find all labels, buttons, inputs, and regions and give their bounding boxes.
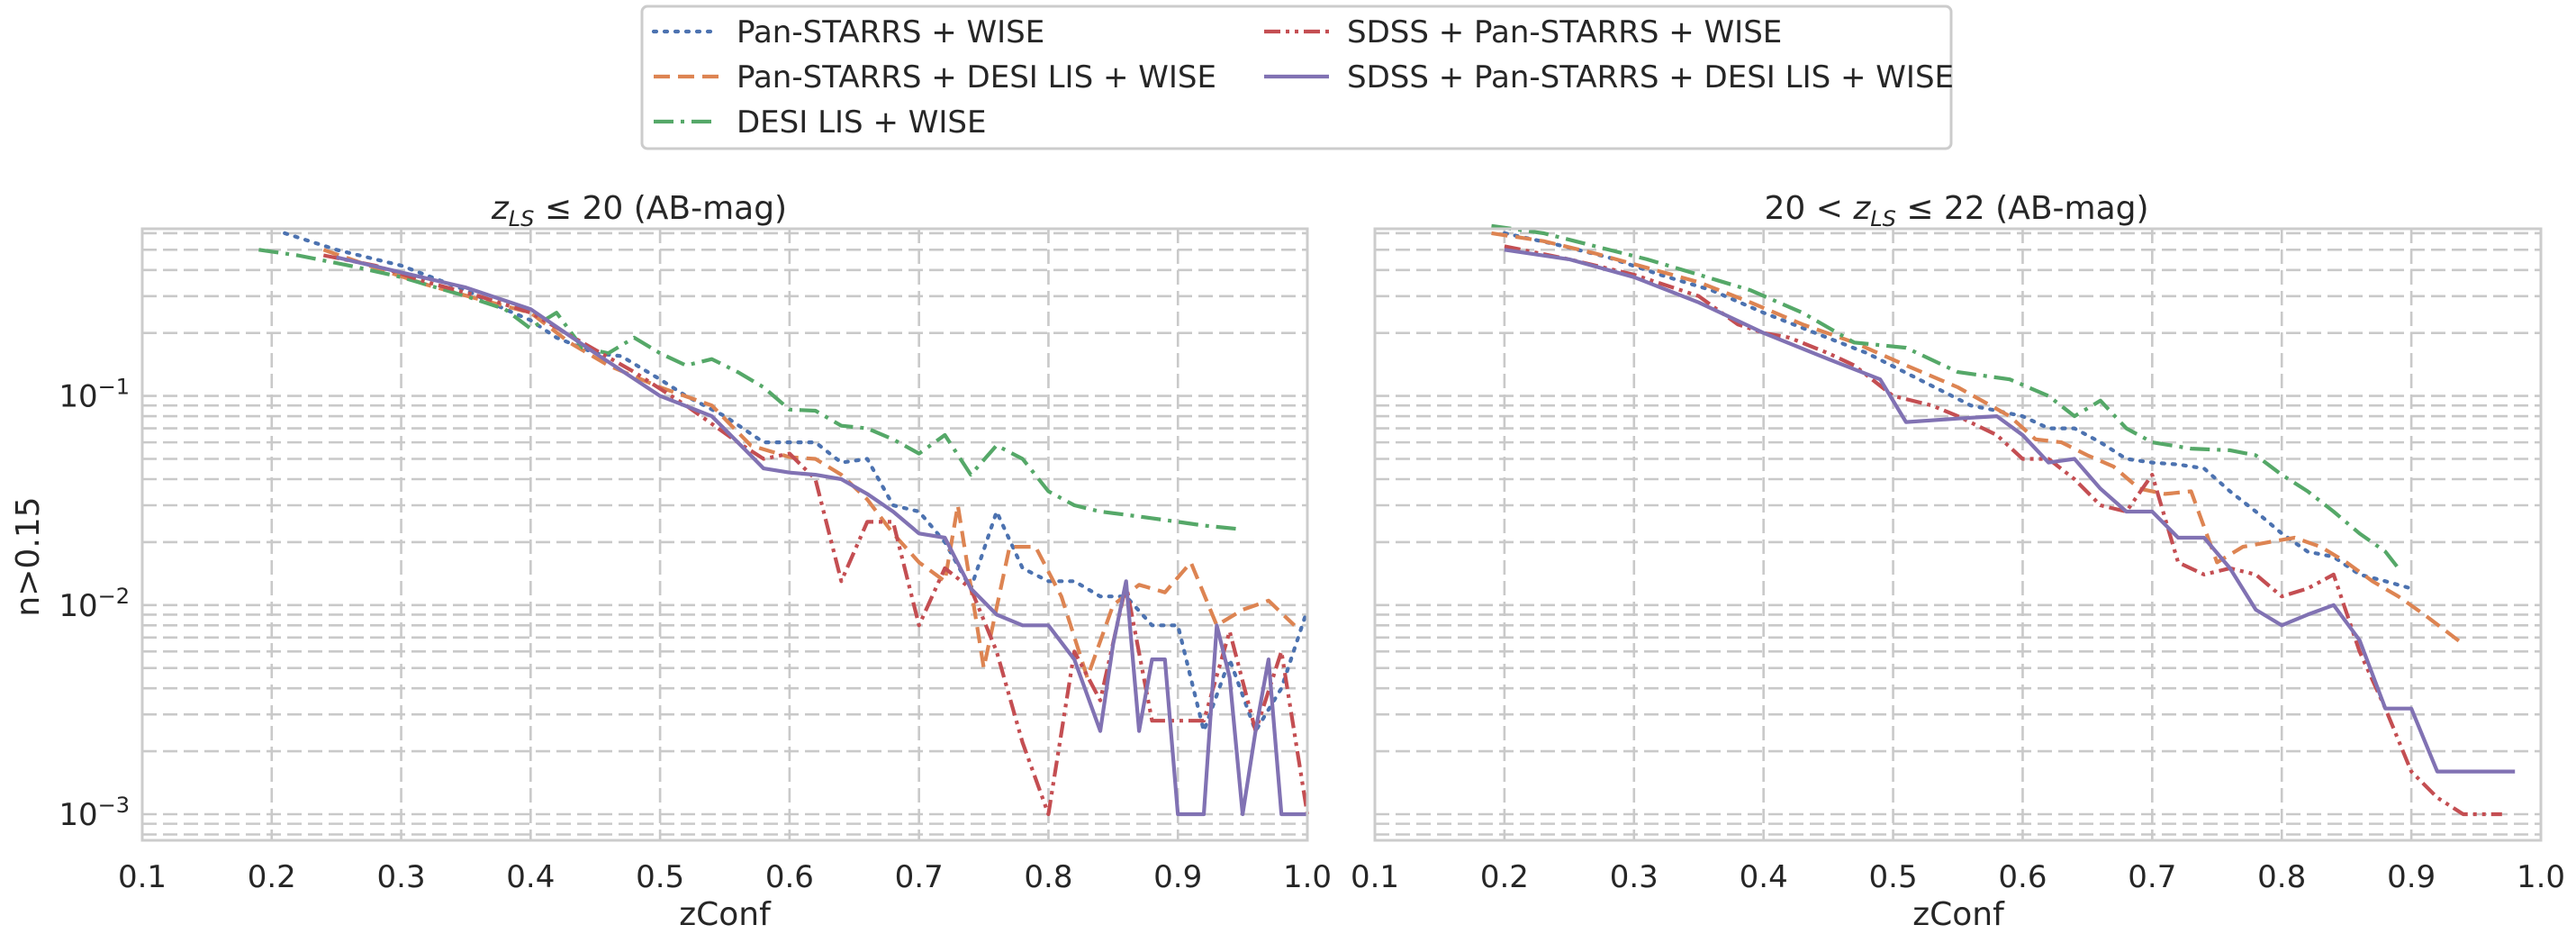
legend-item: SDSS + Pan-STARRS + DESI LIS + WISE bbox=[1264, 59, 1954, 95]
legend-item: Pan-STARRS + DESI LIS + WISE bbox=[654, 59, 1216, 95]
legend-label: SDSS + Pan-STARRS + WISE bbox=[1347, 14, 1782, 50]
y-tick-label: 10−2 bbox=[59, 584, 130, 624]
series-right bbox=[1491, 223, 2516, 817]
chart-panel-left: zLS ≤ 20 (AB-mag) 0.1 0.2 0.3 0.4 0.5 0.6 0.7 0… bbox=[10, 190, 1332, 933]
series-line bbox=[283, 231, 1310, 733]
series-line bbox=[1502, 231, 2414, 591]
legend-item: Pan-STARRS + WISE bbox=[651, 14, 1044, 50]
legend-label: Pan-STARRS + WISE bbox=[737, 14, 1044, 50]
y-tick-label: 10−3 bbox=[59, 793, 130, 833]
legend-item: SDSS + Pan-STARRS + WISE bbox=[1264, 14, 1782, 50]
x-tick-label: 0.7 bbox=[2128, 859, 2176, 895]
x-axis-label-left: zConf bbox=[679, 896, 772, 933]
x-tick-label: 0.4 bbox=[1740, 859, 1788, 895]
x-tick-label: 0.8 bbox=[1024, 859, 1072, 895]
series-line bbox=[1491, 231, 2464, 646]
x-ticks-right: 0.1 0.2 0.3 0.4 0.5 0.6 0.7 0.8 0.9 1.0 bbox=[1351, 859, 2565, 895]
series-line bbox=[1504, 248, 2516, 774]
legend-label: Pan-STARRS + DESI LIS + WISE bbox=[737, 59, 1216, 95]
series-line bbox=[258, 248, 1243, 531]
y-ticks-left: 10−1 10−2 10−3 bbox=[59, 375, 130, 833]
x-tick-label: 0.1 bbox=[1351, 859, 1399, 895]
x-tick-label: 0.5 bbox=[636, 859, 684, 895]
x-tick-label: 0.8 bbox=[2257, 859, 2306, 895]
x-axis-label-right: zConf bbox=[1912, 896, 2005, 933]
series-line bbox=[1504, 244, 2502, 817]
x-tick-label: 1.0 bbox=[1283, 859, 1332, 895]
x-tick-label: 0.2 bbox=[248, 859, 296, 895]
grid-right bbox=[1375, 229, 2541, 840]
x-tick-label: 0.6 bbox=[1998, 859, 2047, 895]
x-tick-label: 0.4 bbox=[506, 859, 555, 895]
legend-item: DESI LIS + WISE bbox=[654, 104, 986, 141]
plot-frame-right bbox=[1373, 227, 2543, 842]
x-tick-label: 0.2 bbox=[1480, 859, 1529, 895]
series-line bbox=[1491, 223, 2400, 570]
legend-label: SDSS + Pan-STARRS + DESI LIS + WISE bbox=[1347, 59, 1954, 95]
panel-title-right: 20 < zLS ≤ 22 (AB-mag) bbox=[1764, 190, 2148, 231]
x-ticks-left: 0.1 0.2 0.3 0.4 0.5 0.6 0.7 0.8 0.9 1.0 bbox=[118, 859, 1332, 895]
chart-panel-right: 20 < zLS ≤ 22 (AB-mag) 0.1 0.2 0.3 0.4 0.5 0.… bbox=[1351, 190, 2565, 933]
x-tick-label: 1.0 bbox=[2517, 859, 2565, 895]
y-tick-label: 10−1 bbox=[59, 375, 130, 415]
x-tick-label: 0.1 bbox=[118, 859, 167, 895]
chart-legend: Pan-STARRS + WISE Pan-STARRS + DESI LIS +… bbox=[640, 5, 1954, 150]
x-tick-label: 0.7 bbox=[895, 859, 944, 895]
series-left bbox=[258, 231, 1310, 817]
x-tick-label: 0.9 bbox=[2387, 859, 2436, 895]
series-line bbox=[322, 248, 1297, 680]
x-tick-label: 0.9 bbox=[1153, 859, 1202, 895]
series-line bbox=[336, 255, 1307, 817]
x-tick-label: 0.3 bbox=[1610, 859, 1659, 895]
x-tick-label: 0.6 bbox=[765, 859, 814, 895]
x-tick-label: 0.3 bbox=[377, 859, 426, 895]
grid-left bbox=[142, 229, 1307, 840]
plot-frame-left bbox=[140, 227, 1309, 842]
x-tick-label: 0.5 bbox=[1869, 859, 1918, 895]
series-line bbox=[322, 253, 1310, 817]
legend-label: DESI LIS + WISE bbox=[737, 104, 986, 141]
panel-title-left: zLS ≤ 20 (AB-mag) bbox=[491, 190, 787, 231]
y-axis-label: n>0.15 bbox=[10, 496, 47, 616]
